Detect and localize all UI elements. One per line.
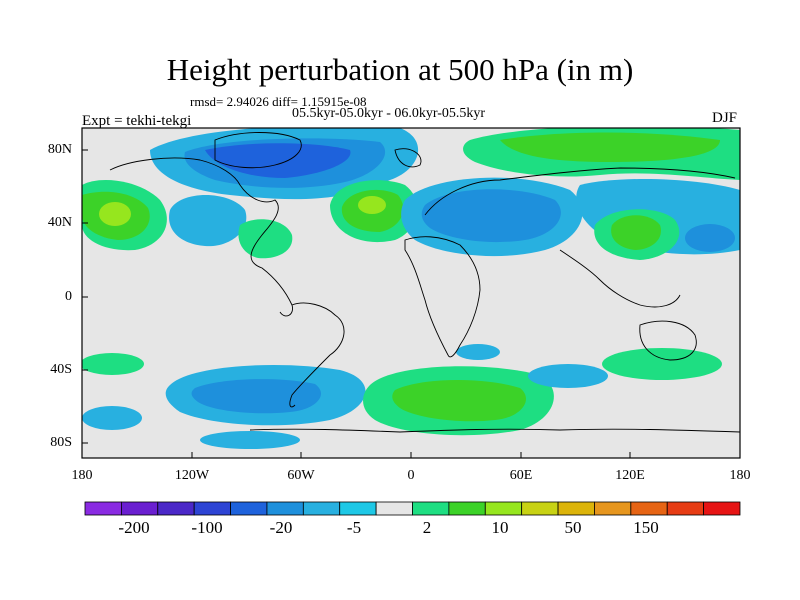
lon-tick-label: 120E bbox=[615, 468, 645, 483]
lon-tick-label: 0 bbox=[407, 468, 415, 483]
colorbar-label: 10 bbox=[491, 518, 509, 537]
colorbar-label: 50 bbox=[564, 518, 582, 537]
colorbar-label: -100 bbox=[191, 518, 223, 537]
colorbar bbox=[84, 501, 741, 516]
colorbar-swatch bbox=[484, 501, 523, 516]
colorbar-swatch bbox=[703, 501, 741, 516]
season-label: DJF bbox=[712, 110, 738, 126]
lon-tick-label: 120W bbox=[174, 468, 210, 483]
lon-tick-label: 180 bbox=[729, 468, 751, 483]
colorbar-label: -5 bbox=[346, 518, 362, 537]
colorbar-swatch bbox=[666, 501, 705, 516]
colorbar-swatch bbox=[375, 501, 413, 516]
stats-line: rmsd= 2.94026 diff= 1.15915e-08 bbox=[190, 94, 367, 109]
colorbar-swatch bbox=[594, 501, 632, 516]
colorbar-label: 150 bbox=[633, 518, 659, 537]
lon-tick-label: 60E bbox=[509, 468, 533, 483]
period-line: 05.5kyr-05.0kyr - 06.0kyr-05.5kyr bbox=[292, 106, 486, 121]
lon-tick-label: 180 bbox=[71, 468, 93, 483]
experiment-label: Expt = tekhi-tekgi bbox=[82, 113, 192, 129]
colorbar-swatch bbox=[84, 501, 122, 516]
colorbar-swatch bbox=[521, 501, 559, 516]
colorbar-swatch bbox=[266, 501, 304, 516]
lat-tick-label: 40S bbox=[50, 362, 72, 377]
colorbar-label: -200 bbox=[118, 518, 150, 537]
colorbar-label: -20 bbox=[269, 518, 293, 537]
colorbar-swatch bbox=[302, 501, 341, 516]
lat-tick-label: 0 bbox=[65, 289, 72, 304]
lat-tick-label: 40N bbox=[47, 215, 72, 230]
colorbar-swatch bbox=[193, 501, 231, 516]
lon-tick-label: 60W bbox=[287, 468, 315, 483]
colorbar-swatch bbox=[557, 501, 595, 516]
colorbar-swatch bbox=[230, 501, 268, 516]
colorbar-swatch bbox=[157, 501, 195, 516]
colorbar-swatch bbox=[120, 501, 159, 516]
colorbar-swatch bbox=[448, 501, 486, 516]
lat-tick-label: 80S bbox=[50, 435, 72, 450]
map-title: Height perturbation at 500 hPa (in m) bbox=[166, 52, 634, 87]
colorbar-swatch bbox=[412, 501, 450, 516]
axis-ticks bbox=[81, 149, 741, 458]
coastlines bbox=[109, 132, 740, 433]
colorbar-swatch bbox=[630, 501, 668, 516]
lat-tick-label: 80N bbox=[47, 142, 72, 157]
colorbar-swatch bbox=[339, 501, 377, 516]
contour-field bbox=[82, 128, 740, 458]
colorbar-label: 2 bbox=[422, 518, 432, 537]
